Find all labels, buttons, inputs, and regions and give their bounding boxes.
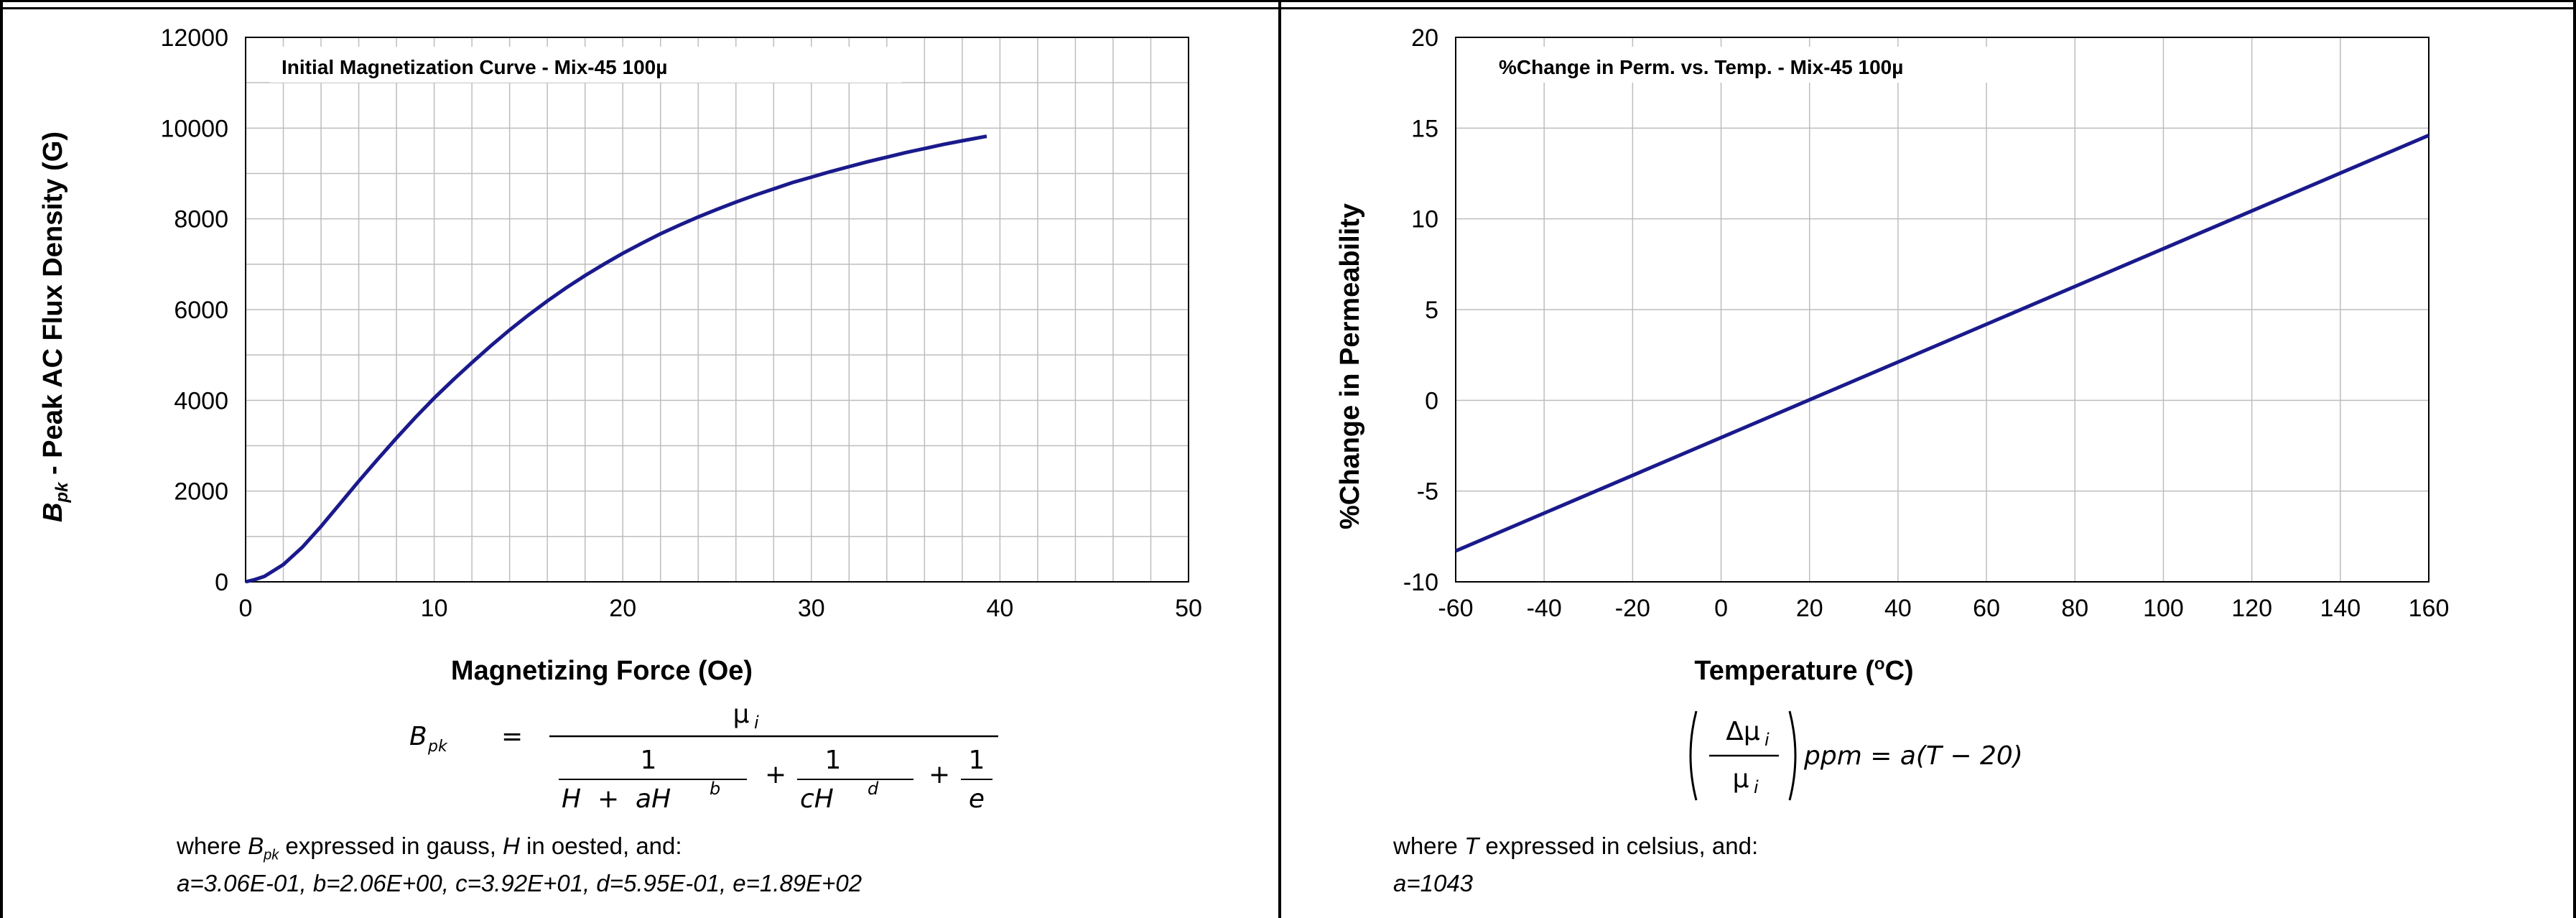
formula-coefficients: a=3.06E-01, b=2.06E+00, c=3.92E+01, d=5.…: [177, 870, 862, 896]
term1-denominator: H + aH: [562, 784, 671, 814]
y-tick-label: 2000: [174, 478, 228, 506]
x-tick-label: 80: [2061, 595, 2088, 622]
y-tick-label: -5: [1417, 478, 1438, 506]
x-tick-label: 140: [2320, 595, 2361, 622]
x-tick-label: 100: [2143, 595, 2184, 622]
y-axis-rest: - Peak AC Flux Density (G): [38, 131, 68, 482]
y-tick-label: 20: [1411, 24, 1438, 52]
x-tick-label: 10: [421, 595, 448, 622]
x-axis-title: Magnetizing Force (Oe): [451, 656, 753, 686]
title-box: [1481, 47, 2041, 83]
header-rule: [0, 7, 2576, 9]
y-tick-label: 0: [215, 569, 228, 596]
x-tick-label: -60: [1438, 595, 1473, 622]
term2-exponent: d: [868, 779, 879, 799]
y-tick-label: 15: [1411, 115, 1438, 142]
grid: [1455, 37, 2429, 583]
x-tick-label: 40: [1884, 595, 1912, 622]
plot-area: [245, 37, 1189, 583]
formula-note-line1: where T expressed in celsius, and:: [1393, 833, 1759, 859]
ratio-numerator: Δμ: [1726, 717, 1760, 746]
top-border-right: [1280, 0, 2576, 2]
formula-coefficients: a=1043: [1393, 870, 1474, 896]
series-line: [245, 134, 987, 584]
term1-numerator: 1: [641, 746, 657, 775]
y-tick-label: 6000: [174, 297, 228, 324]
x-axis-title: Temperature (oC): [1694, 654, 1913, 686]
x-tick-label: -40: [1527, 595, 1562, 622]
chart-title: Initial Magnetization Curve - Mix-45 100…: [282, 56, 667, 78]
y-tick-labels: -10 -5 0 5 10 15 20: [1403, 24, 1438, 596]
panel-divider: [1278, 0, 1281, 918]
x-tick-label: 40: [986, 595, 1013, 622]
title-box: [270, 47, 902, 83]
top-border-left: [0, 0, 1280, 2]
ratio-numerator-sub: i: [1764, 730, 1770, 750]
x-tick-label: 20: [1796, 595, 1823, 622]
formula-note-line1: where Bpk expressed in gauss, H in oeste…: [177, 833, 682, 863]
x-tick-label: 60: [1973, 595, 2000, 622]
grid: [245, 37, 1189, 583]
term1-exponent: b: [710, 779, 720, 799]
y-tick-label: 0: [1425, 387, 1438, 414]
y-axis-subscript: pk: [52, 481, 72, 504]
temperature-chart: -10 -5 0 5 10 15 20 -60 -40 -20 0 20 40 60 80 100 120 14…: [1335, 24, 2449, 686]
right-paren: [1788, 710, 1797, 801]
x-tick-label: 20: [609, 595, 636, 622]
formula-numerator-sub: i: [754, 713, 759, 733]
y-tick-label: 10: [1411, 206, 1438, 233]
x-tick-label: -20: [1615, 595, 1650, 622]
chart-title: %Change in Perm. vs. Temp. - Mix-45 100µ: [1499, 56, 1903, 78]
x-tick-label: 0: [239, 595, 253, 622]
ratio-denominator-sub: i: [1754, 777, 1759, 797]
formula-rhs: ppm = a(T − 20): [1803, 741, 2023, 771]
x-tick-label: 30: [798, 595, 825, 622]
y-axis-title: Bpk - Peak AC Flux Density (G): [38, 131, 72, 522]
plus-1: +: [765, 760, 786, 789]
y-axis-title: %Change in Permeability: [1335, 203, 1365, 529]
y-tick-label: 5: [1425, 297, 1438, 324]
y-tick-label: 10000: [160, 115, 228, 142]
temperature-formula: Δμ i μ i ppm = a(T − 20): [1689, 710, 2023, 801]
term3-numerator: 1: [969, 746, 985, 775]
ratio-denominator: μ: [1733, 764, 1749, 794]
series-line: [1455, 134, 2429, 553]
x-tick-label: 0: [1714, 595, 1728, 622]
y-tick-labels: 0 2000 4000 6000 8000 10000 12000: [160, 24, 228, 596]
x-tick-label: 160: [2409, 595, 2450, 622]
x-tick-label: 50: [1175, 595, 1202, 622]
term2-denominator: cH: [800, 784, 834, 814]
panel-temperature: -10 -5 0 5 10 15 20 -60 -40 -20 0 20 40 60 80 100 120 14…: [1280, 0, 2576, 918]
panel-magnetization: 0 2000 4000 6000 8000 10000 12000 0 10 20 30 40 50 …: [0, 0, 1280, 918]
term3-denominator: e: [969, 784, 985, 814]
y-tick-label: 8000: [174, 206, 228, 233]
formula-lhs-sub: pk: [427, 738, 448, 756]
term2-numerator: 1: [825, 746, 842, 775]
left-border: [0, 0, 3, 918]
left-paren: [1689, 710, 1698, 801]
plot-area: [1455, 37, 2429, 583]
plus-2: +: [929, 760, 950, 789]
y-tick-label: 4000: [174, 387, 228, 414]
formula-lhs: B: [409, 722, 427, 751]
magnetization-formula: B pk = μ i 1 H + aH b + 1 cH d + 1 e: [409, 700, 998, 814]
y-tick-label: -10: [1403, 569, 1438, 596]
y-tick-label: 12000: [160, 24, 228, 52]
formula-eq: =: [501, 722, 523, 751]
right-border: [2573, 0, 2576, 918]
x-tick-label: 120: [2231, 595, 2272, 622]
y-axis-symbol: B: [38, 503, 68, 522]
x-tick-labels: -60 -40 -20 0 20 40 60 80 100 120 140 160: [1438, 595, 2449, 622]
formula-numerator: μ: [733, 700, 750, 729]
x-tick-labels: 0 10 20 30 40 50: [239, 595, 1202, 622]
